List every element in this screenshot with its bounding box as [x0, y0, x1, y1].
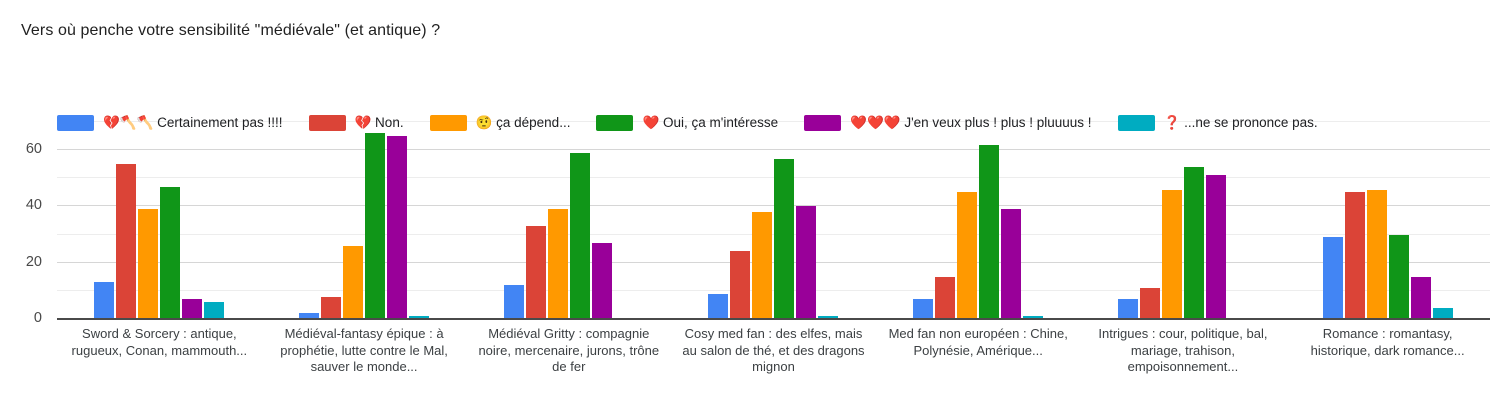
legend-swatch	[1117, 115, 1155, 131]
bar-series3-cat0[interactable]	[160, 186, 181, 319]
plot-area	[57, 121, 1490, 320]
bar-group-5	[1081, 122, 1286, 319]
bar-series2-cat2[interactable]	[547, 209, 568, 319]
bar-series0-cat2[interactable]	[503, 285, 524, 319]
gridline-minor	[57, 289, 1490, 291]
legend-label: 💔 Non.	[354, 115, 404, 130]
bar-series1-cat6[interactable]	[1344, 192, 1365, 319]
bar-group-2	[466, 122, 671, 319]
y-tick-label: 20	[25, 253, 42, 270]
bar-series2-cat5[interactable]	[1161, 189, 1182, 319]
bar-series0-cat5[interactable]	[1117, 299, 1138, 319]
bar-series3-cat3[interactable]	[774, 158, 795, 319]
bar-group-4	[876, 122, 1081, 319]
legend-swatch	[429, 115, 467, 131]
bar-series2-cat1[interactable]	[343, 245, 364, 319]
bar-series3-cat5[interactable]	[1183, 167, 1204, 319]
bar-group-3	[671, 122, 876, 319]
bar-series4-cat2[interactable]	[591, 243, 612, 319]
bar-series0-cat4[interactable]	[913, 299, 934, 319]
gridline-major	[57, 261, 1490, 263]
legend-label: 💔🪓🪓 Certainement pas !!!!	[103, 115, 283, 130]
x-category-label-1: Médiéval-fantasy épique : à prophétie, l…	[280, 326, 448, 374]
bar-series4-cat1[interactable]	[387, 136, 408, 319]
bar-series0-cat6[interactable]	[1322, 237, 1343, 319]
y-tick-label: 0	[33, 310, 42, 326]
legend-label: ❤️❤️❤️ J'en veux plus ! plus ! pluuuus !	[850, 115, 1092, 130]
bar-series0-cat1[interactable]	[299, 313, 320, 319]
x-category-label-0: Sword & Sorcery : antique, rugueux, Cona…	[71, 326, 248, 358]
bar-series4-cat5[interactable]	[1205, 175, 1226, 319]
y-tick-label: 60	[25, 141, 42, 158]
bars-layer	[57, 122, 1490, 319]
bar-series1-cat4[interactable]	[935, 276, 956, 319]
legend-item-4[interactable]: ❤️❤️❤️ J'en veux plus ! plus ! pluuuus !	[804, 115, 1092, 131]
bar-series2-cat6[interactable]	[1366, 189, 1387, 319]
legend-label: ❤️ Oui, ça m'intéresse	[642, 115, 779, 130]
bar-series1-cat3[interactable]	[730, 251, 751, 319]
bar-series4-cat4[interactable]	[1001, 209, 1022, 319]
legend-item-0[interactable]: 💔🪓🪓 Certainement pas !!!!	[57, 115, 283, 131]
bar-series2-cat3[interactable]	[752, 212, 773, 319]
bar-series1-cat2[interactable]	[525, 226, 546, 319]
bar-series5-cat3[interactable]	[818, 316, 839, 319]
gridline-major	[57, 149, 1490, 151]
bar-series3-cat4[interactable]	[979, 144, 1000, 319]
x-axis-labels: Sword & Sorcery : antique, rugueux, Cona…	[57, 326, 1490, 376]
bar-group-1	[262, 122, 467, 319]
bar-series5-cat1[interactable]	[409, 316, 430, 319]
bar-series3-cat2[interactable]	[569, 152, 590, 319]
bar-series0-cat3[interactable]	[708, 293, 729, 319]
legend-swatch	[596, 115, 634, 131]
bar-series2-cat0[interactable]	[138, 209, 159, 319]
bar-series2-cat4[interactable]	[957, 192, 978, 319]
x-category-label-5: Intrigues : cour, politique, bal, mariag…	[1098, 326, 1268, 374]
legend-item-2[interactable]: 🤨 ça dépend...	[429, 115, 571, 131]
gridline-minor	[57, 121, 1490, 122]
bar-series4-cat6[interactable]	[1410, 276, 1431, 319]
legend-swatch	[308, 115, 346, 131]
bar-series5-cat6[interactable]	[1432, 307, 1453, 319]
bar-group-6	[1285, 122, 1490, 319]
legend-swatch	[57, 115, 94, 131]
legend-item-1[interactable]: 💔 Non.	[308, 115, 404, 131]
bar-series4-cat3[interactable]	[796, 206, 817, 319]
legend-item-3[interactable]: ❤️ Oui, ça m'intéresse	[596, 115, 778, 131]
x-axis-line	[57, 318, 1490, 320]
chart-legend: 💔🪓🪓 Certainement pas !!!! 💔 Non. 🤨 ça dépe…	[57, 111, 1318, 135]
bar-group-0	[57, 122, 262, 319]
chart-title: Vers où penche votre sensibilité "médiév…	[21, 22, 441, 39]
bar-series1-cat0[interactable]	[116, 164, 137, 319]
bar-series1-cat5[interactable]	[1139, 288, 1160, 319]
bar-series1-cat1[interactable]	[321, 296, 342, 319]
gridline-minor	[57, 177, 1490, 179]
x-category-label-2: Médiéval Gritty : compagnie noire, merce…	[478, 326, 660, 374]
bar-series5-cat4[interactable]	[1023, 316, 1044, 319]
bar-series5-cat0[interactable]	[204, 302, 225, 319]
legend-item-5[interactable]: ❓ ...ne se prononce pas.	[1117, 115, 1318, 131]
bar-series0-cat0[interactable]	[94, 282, 115, 319]
x-category-label-4: Med fan non européen : Chine, Polynésie,…	[888, 326, 1068, 358]
y-axis-labels: 0 20 40 60	[0, 122, 42, 326]
gridline-minor	[57, 233, 1490, 235]
legend-label: ❓ ...ne se prononce pas.	[1163, 115, 1318, 130]
y-tick-label: 40	[25, 197, 42, 214]
x-category-label-3: Cosy med fan : des elfes, mais au salon …	[682, 326, 865, 374]
gridline-major	[57, 205, 1490, 207]
x-category-label-6: Romance : romantasy, historique, dark ro…	[1310, 326, 1465, 358]
bar-series4-cat0[interactable]	[182, 299, 203, 319]
legend-swatch	[804, 115, 842, 131]
bar-series3-cat6[interactable]	[1388, 234, 1409, 319]
bar-series3-cat1[interactable]	[365, 133, 386, 319]
legend-label: 🤨 ça dépend...	[475, 115, 571, 130]
